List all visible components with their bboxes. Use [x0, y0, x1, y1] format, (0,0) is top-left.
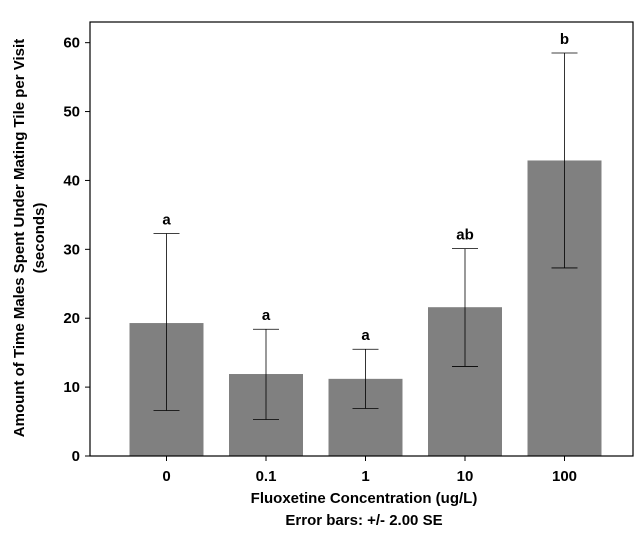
error-bars-layer	[153, 52, 578, 420]
y-axis-title-line2: (seconds)	[31, 203, 48, 274]
x-axis-ticks: 0 0.1 1 10 100	[162, 456, 577, 485]
error-bar-0	[153, 233, 180, 411]
x-axis-title: Fluoxetine Concentration (ug/L)	[251, 490, 478, 507]
error-bar-10	[452, 248, 478, 367]
x-tick-label-0.1: 0.1	[256, 468, 277, 485]
x-tick-label-1: 1	[361, 468, 369, 485]
y-tick-label-40: 40	[63, 172, 80, 189]
x-tick-label-0: 0	[162, 468, 170, 485]
plot-frame	[89, 21, 634, 457]
error-bar-0.1	[253, 328, 279, 420]
y-tick-label-60: 60	[63, 35, 80, 52]
y-tick-label-30: 30	[63, 241, 80, 258]
y-axis-title: Amount of Time Males Spent Under Mating …	[11, 39, 28, 437]
y-tick-label-50: 50	[63, 104, 80, 121]
significance-label-10: ab	[456, 227, 474, 244]
bars-layer	[129, 160, 602, 456]
significance-label-1: a	[361, 327, 370, 344]
significance-label-100: b	[560, 31, 569, 48]
x-axis-note: Error bars: +/- 2.00 SE	[285, 512, 442, 529]
x-tick-label-10: 10	[457, 468, 474, 485]
significance-labels-layer: a a a ab b	[162, 31, 569, 344]
y-tick-label-20: 20	[63, 310, 80, 327]
y-tick-label-0: 0	[72, 448, 80, 465]
y-axis-ticks: 0 10 20 30 40 50 60	[63, 35, 90, 465]
significance-label-0.1: a	[262, 307, 271, 324]
significance-label-0: a	[162, 211, 171, 228]
x-tick-label-100: 100	[552, 468, 577, 485]
error-bar-1	[352, 348, 379, 409]
y-tick-label-10: 10	[63, 379, 80, 396]
error-bar-100	[551, 52, 578, 269]
